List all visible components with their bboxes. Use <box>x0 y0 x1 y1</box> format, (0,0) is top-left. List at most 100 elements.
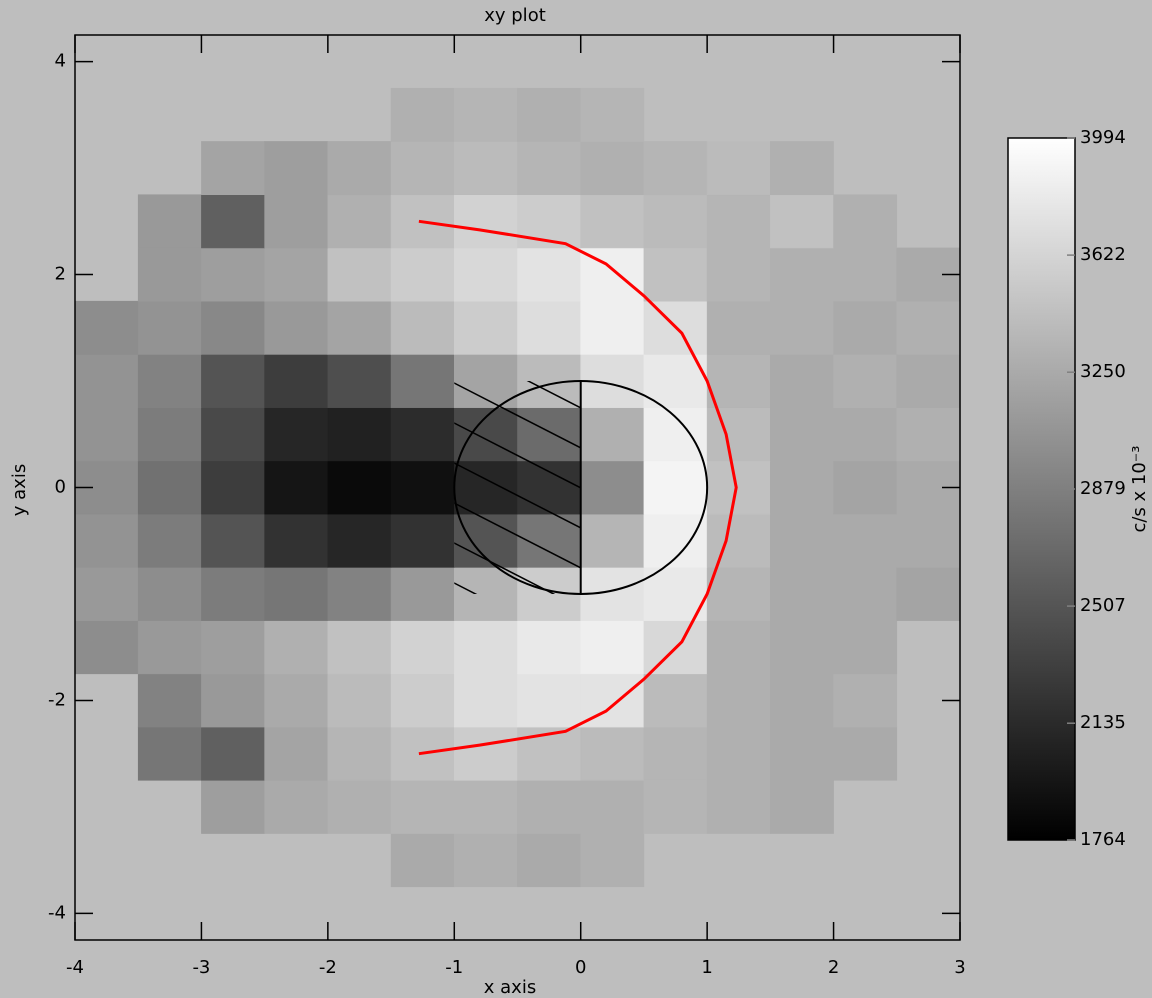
heatmap-cell <box>201 248 264 301</box>
heatmap-cell <box>518 141 581 194</box>
heatmap-cell <box>644 674 707 727</box>
heatmap-cell <box>265 354 328 407</box>
heatmap-cell <box>454 408 517 461</box>
y-tick-label: 2 <box>55 264 66 285</box>
heatmap-cell <box>454 141 517 194</box>
heatmap-cell <box>265 514 328 567</box>
heatmap-cell <box>391 248 454 301</box>
heatmap-cell <box>328 248 391 301</box>
heatmap-cell <box>897 408 960 461</box>
heatmap-cell <box>834 301 897 354</box>
heatmap-cell <box>770 408 833 461</box>
heatmap-cell <box>138 408 201 461</box>
x-tick-label: 0 <box>575 957 586 978</box>
heatmap-cell <box>834 727 897 780</box>
heatmap-cell <box>707 195 770 248</box>
heatmap-cell <box>454 834 517 887</box>
heatmap-cell <box>707 408 770 461</box>
heatmap-cell <box>518 88 581 141</box>
heatmap-cell <box>897 301 960 354</box>
colorbar-tick-label: 3622 <box>1080 244 1126 265</box>
heatmap-cell <box>391 461 454 514</box>
y-tick-label: -4 <box>48 902 66 923</box>
heatmap-cell <box>581 301 644 354</box>
heatmap-cell <box>391 834 454 887</box>
heatmap-cell <box>707 354 770 407</box>
heatmap-cell <box>770 727 833 780</box>
heatmap-cell <box>138 727 201 780</box>
heatmap-cell <box>834 248 897 301</box>
x-tick-label: -2 <box>319 957 337 978</box>
heatmap-cell <box>201 674 264 727</box>
colorbar-tick-label: 2135 <box>1080 712 1126 733</box>
heatmap-cell <box>834 567 897 620</box>
y-tick-label: 0 <box>55 477 66 498</box>
heatmap-cell <box>518 621 581 674</box>
heatmap-cell <box>391 621 454 674</box>
chart-title: xy plot <box>484 5 546 26</box>
heatmap-cell <box>138 567 201 620</box>
heatmap-cell <box>138 301 201 354</box>
heatmap-cell <box>328 301 391 354</box>
heatmap-cell <box>138 195 201 248</box>
heatmap-cell <box>391 301 454 354</box>
heatmap-cell <box>138 248 201 301</box>
x-tick-label: -3 <box>192 957 210 978</box>
colorbar-label: c/s x 10⁻³ <box>1129 445 1150 532</box>
heatmap-cell <box>265 408 328 461</box>
heatmap-cell <box>897 567 960 620</box>
heatmap-cell <box>707 780 770 833</box>
heatmap-cell <box>454 248 517 301</box>
heatmap-cell <box>581 621 644 674</box>
heatmap-cell <box>265 674 328 727</box>
heatmap-cell <box>75 408 138 461</box>
heatmap-cell <box>391 141 454 194</box>
colorbar-tick-label: 2879 <box>1080 478 1126 499</box>
heatmap-cell <box>770 354 833 407</box>
heatmap-cell <box>770 621 833 674</box>
heatmap-cell <box>391 88 454 141</box>
x-tick-label: -4 <box>66 957 84 978</box>
heatmap-cell <box>834 354 897 407</box>
heatmap-cell <box>454 88 517 141</box>
heatmap-cell <box>328 567 391 620</box>
heatmap-cell <box>707 621 770 674</box>
heatmap-cell <box>138 621 201 674</box>
x-tick-label: 1 <box>701 957 712 978</box>
heatmap-cell <box>265 567 328 620</box>
heatmap-cell <box>581 461 644 514</box>
y-axis-label: y axis <box>9 464 30 516</box>
heatmap-cell <box>834 195 897 248</box>
heatmap-cell <box>644 780 707 833</box>
heatmap-cell <box>581 727 644 780</box>
heatmap-cell <box>201 621 264 674</box>
heatmap-cell <box>518 834 581 887</box>
heatmap-cell <box>454 621 517 674</box>
heatmap-cell <box>75 621 138 674</box>
heatmap-cell <box>328 674 391 727</box>
heatmap-cell <box>707 727 770 780</box>
heatmap-cell <box>391 354 454 407</box>
heatmap-cell <box>328 461 391 514</box>
heatmap-cell <box>644 141 707 194</box>
heatmap-cell <box>834 514 897 567</box>
heatmap-cell <box>328 141 391 194</box>
heatmap-cell <box>328 195 391 248</box>
heatmap-cell <box>454 195 517 248</box>
heatmap-cell <box>138 514 201 567</box>
heatmap-cell <box>201 408 264 461</box>
heatmap-cell <box>770 301 833 354</box>
heatmap-cell <box>201 727 264 780</box>
heatmap-cell <box>770 248 833 301</box>
heatmap-cell <box>391 514 454 567</box>
heatmap-cell <box>454 780 517 833</box>
heatmap-cell <box>265 461 328 514</box>
heatmap-cell <box>454 301 517 354</box>
heatmap-cell <box>581 514 644 567</box>
heatmap-cell <box>265 248 328 301</box>
heatmap-cell <box>770 674 833 727</box>
heatmap-cell <box>707 248 770 301</box>
colorbar-tick-label: 3994 <box>1080 127 1126 148</box>
heatmap-cell <box>201 514 264 567</box>
heatmap-cell <box>265 727 328 780</box>
